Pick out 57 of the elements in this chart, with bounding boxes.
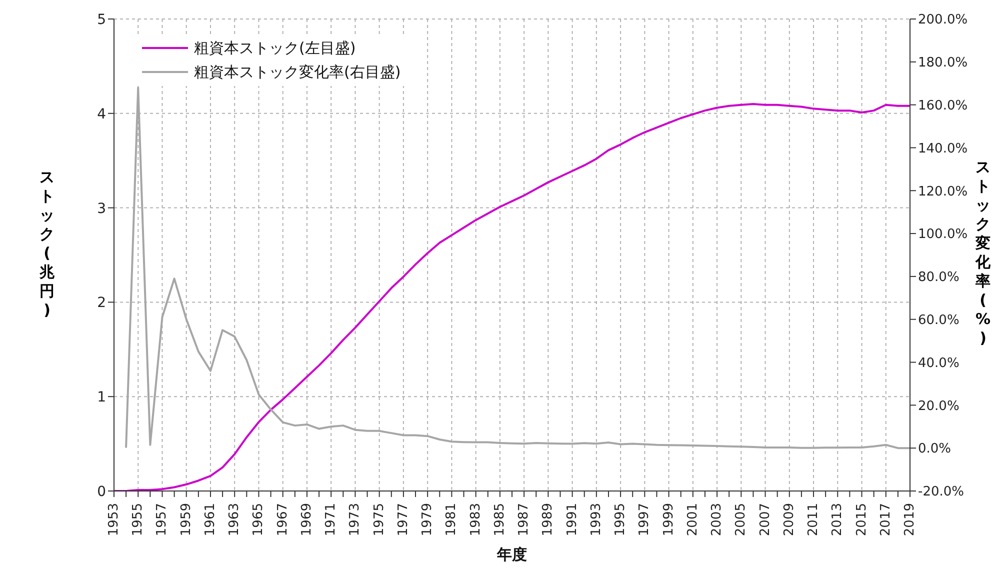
y2-tick-label: 100.0% [918, 227, 968, 242]
y2-tick-label: 140.0% [918, 141, 968, 156]
x-tick-label: 2017 [878, 503, 894, 536]
x-tick-label: 1993 [588, 503, 604, 536]
x-tick-label: 2003 [710, 503, 725, 536]
x-tick-label: 1965 [251, 503, 266, 536]
x-tick-label: 1981 [444, 503, 460, 536]
x-tick-label: 2005 [734, 503, 749, 536]
x-tick-label: 1985 [492, 503, 508, 536]
y-tick-label: 0 [97, 484, 106, 500]
text: ストック変化率(%) [975, 158, 991, 347]
legend-label: 粗資本ストック変化率(右目盛) [194, 62, 401, 83]
x-tick-label: 1975 [372, 503, 387, 536]
x-tick-label: 1959 [178, 503, 194, 536]
y-tick-label: 2 [97, 295, 106, 312]
x-tick-label: 2019 [902, 503, 918, 536]
y2-tick-label: 200.0% [918, 12, 968, 28]
x-tick-label: 2001 [685, 503, 700, 536]
y-tick-label: 5 [97, 12, 106, 28]
y2-tick-label: 20.0% [918, 398, 960, 414]
y2-tick-label: 40.0% [918, 356, 960, 371]
x-axis-title: 年度 [496, 546, 527, 564]
x-tick-label: 2007 [758, 503, 773, 536]
x-tick-label: 1971 [324, 503, 339, 536]
x-tick-label: 1977 [396, 503, 411, 536]
x-tick-label: 1979 [420, 503, 436, 536]
x-tick-label: 1991 [564, 503, 580, 536]
x-tick-label: 1999 [661, 503, 676, 536]
y2-tick-label: 160.0% [918, 98, 968, 114]
x-tick-label: 1997 [637, 503, 652, 536]
x-tick-label: 1961 [202, 503, 218, 536]
x-tick-label: 1967 [275, 503, 290, 536]
y2-tick-label: 180.0% [918, 56, 968, 71]
x-tick-label: 1973 [348, 503, 363, 536]
y-tick-label: 3 [97, 200, 106, 217]
legend-label: 粗資本ストック(左目盛) [194, 38, 356, 59]
y2-tick-label: 120.0% [918, 184, 968, 200]
y2-tick-label: 0.0% [918, 442, 952, 457]
y2-tick-label: 80.0% [918, 270, 960, 286]
x-tick-label: 2013 [830, 503, 846, 536]
x-tick-label: 1989 [540, 503, 556, 536]
y2-tick-label: 60.0% [918, 312, 960, 328]
y2-tick-label: -20.0% [918, 484, 964, 500]
x-tick-label: 1987 [516, 503, 532, 536]
x-tick-label: 2015 [854, 503, 870, 536]
x-tick-label: 1963 [227, 503, 242, 536]
y-tick-label: 1 [97, 390, 106, 406]
x-tick-label: 2011 [806, 503, 822, 536]
x-tick-label: 1969 [299, 503, 314, 536]
x-tick-label: 1957 [154, 503, 170, 536]
x-tick-label: 1953 [106, 503, 122, 536]
y-axis-title: ストック(兆円) [38, 168, 56, 320]
x-tick-label: 1955 [130, 503, 146, 536]
x-tick-label: 1995 [613, 503, 628, 536]
x-tick-label: 1983 [468, 503, 484, 536]
y-tick-label: 4 [97, 106, 106, 122]
x-tick-label: 2009 [782, 503, 797, 536]
